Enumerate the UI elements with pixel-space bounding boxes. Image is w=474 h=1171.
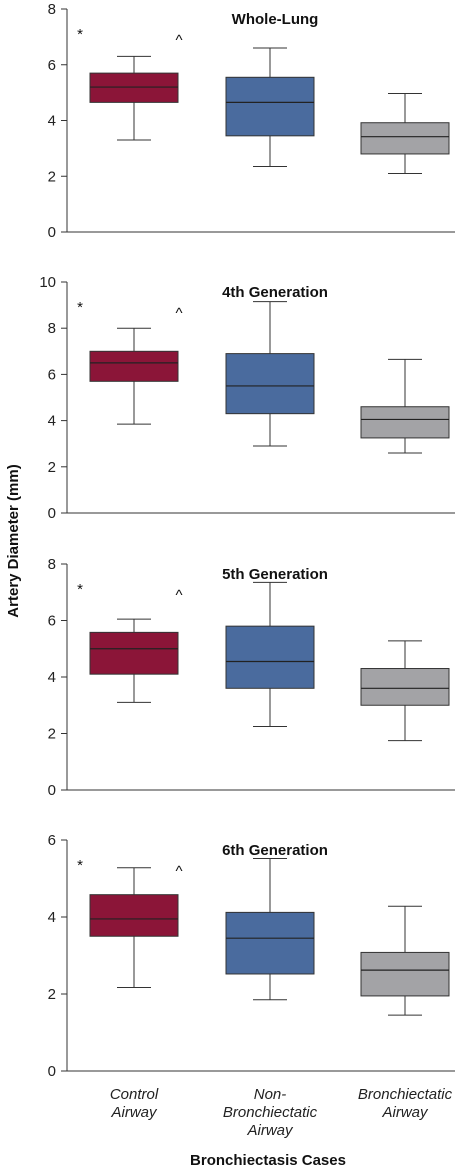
box-iqr (360, 122, 450, 155)
significance-asterisk: * (77, 299, 83, 316)
significance-caret: ^ (175, 305, 182, 322)
box-iqr (225, 625, 315, 689)
box-iqr (89, 894, 179, 937)
y-axis-title: Artery Diameter (mm) (5, 464, 22, 617)
category-label: Airway (246, 1122, 294, 1139)
y-tick-label: 6 (48, 832, 56, 849)
y-tick-label: 4 (48, 113, 56, 130)
y-tick-label: 4 (48, 413, 56, 430)
y-tick-label: 2 (48, 986, 56, 1003)
box-iqr (89, 72, 179, 103)
x-axis-title: Bronchiectasis Cases (190, 1152, 346, 1169)
y-tick-label: 0 (48, 1063, 56, 1080)
y-tick-label: 2 (48, 459, 56, 476)
category-label: Bronchiectatic (223, 1104, 318, 1121)
category-label: Control (110, 1086, 159, 1103)
y-tick-label: 0 (48, 224, 56, 241)
y-tick-label: 8 (48, 1, 56, 18)
y-tick-label: 0 (48, 505, 56, 522)
panel-title: 4th Generation (222, 284, 328, 301)
y-tick-label: 8 (48, 556, 56, 573)
y-tick-label: 8 (48, 320, 56, 337)
significance-asterisk: * (77, 581, 83, 598)
panel-title: 6th Generation (222, 842, 328, 859)
y-tick-label: 6 (48, 366, 56, 383)
box-iqr (360, 668, 450, 706)
y-tick-label: 4 (48, 669, 56, 686)
box-iqr (225, 911, 315, 975)
significance-caret: ^ (175, 32, 182, 49)
y-tick-label: 0 (48, 782, 56, 799)
box-iqr (225, 353, 315, 415)
box-iqr (89, 350, 179, 382)
category-label: Bronchiectatic (358, 1086, 453, 1103)
y-tick-label: 2 (48, 726, 56, 743)
significance-asterisk: * (77, 857, 83, 874)
y-tick-label: 10 (39, 274, 56, 291)
significance-caret: ^ (175, 587, 182, 604)
box-iqr (225, 76, 315, 137)
category-label: Airway (381, 1104, 429, 1121)
category-label: Airway (110, 1104, 158, 1121)
y-tick-label: 2 (48, 168, 56, 185)
box-iqr (89, 631, 179, 675)
box-iqr (360, 951, 450, 997)
significance-asterisk: * (77, 26, 83, 43)
box-iqr (360, 406, 450, 439)
y-tick-label: 6 (48, 613, 56, 630)
y-tick-label: 4 (48, 909, 56, 926)
significance-caret: ^ (175, 863, 182, 880)
category-label: Non- (254, 1086, 287, 1103)
y-tick-label: 6 (48, 57, 56, 74)
panel-title: Whole-Lung (232, 11, 319, 28)
panel-title: 5th Generation (222, 566, 328, 583)
